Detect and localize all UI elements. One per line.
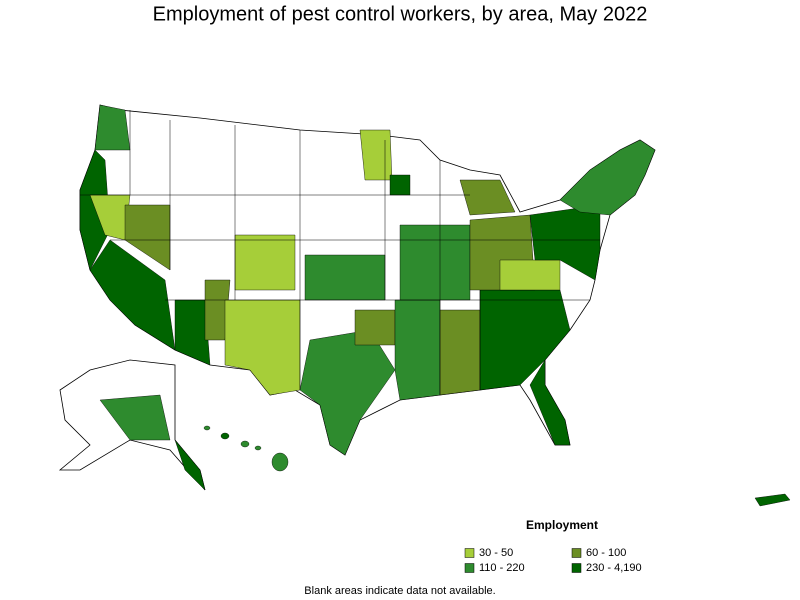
map-title: Employment of pest control workers, by a… — [153, 3, 648, 25]
region — [354, 309, 396, 346]
legend-label: 30 - 50 — [479, 547, 513, 559]
island — [240, 440, 250, 448]
legend-label: 110 - 220 — [479, 562, 525, 574]
state-borders — [80, 110, 600, 395]
hawaii — [203, 425, 289, 472]
footnote: Blank areas indicate data not available. — [304, 585, 495, 597]
legend-swatch — [571, 563, 582, 573]
island — [220, 432, 230, 440]
legend-label: 230 - 4,190 — [586, 562, 642, 574]
region — [389, 174, 411, 196]
island — [203, 425, 211, 431]
puerto-rico — [754, 493, 791, 507]
legend-title: Employment — [526, 518, 598, 532]
legend-label: 60 - 100 — [586, 547, 626, 559]
map — [58, 104, 791, 507]
legend-swatch — [464, 563, 475, 573]
region — [479, 289, 571, 391]
island — [254, 445, 262, 451]
region — [174, 439, 206, 491]
region — [234, 234, 296, 291]
region — [529, 359, 571, 446]
legend-swatch — [464, 548, 475, 558]
region — [499, 259, 561, 291]
region — [559, 139, 656, 216]
region — [94, 104, 131, 151]
legend: Employment 30 - 50 60 - 100 110 - 220 230 -… — [464, 518, 642, 574]
legend-swatch — [571, 548, 582, 558]
region — [224, 299, 301, 396]
region — [174, 299, 211, 366]
region — [399, 224, 471, 301]
region — [304, 254, 386, 301]
island — [271, 452, 289, 472]
region — [459, 179, 516, 216]
region — [394, 299, 441, 401]
region — [99, 394, 171, 441]
region — [439, 309, 481, 396]
region — [359, 129, 393, 181]
